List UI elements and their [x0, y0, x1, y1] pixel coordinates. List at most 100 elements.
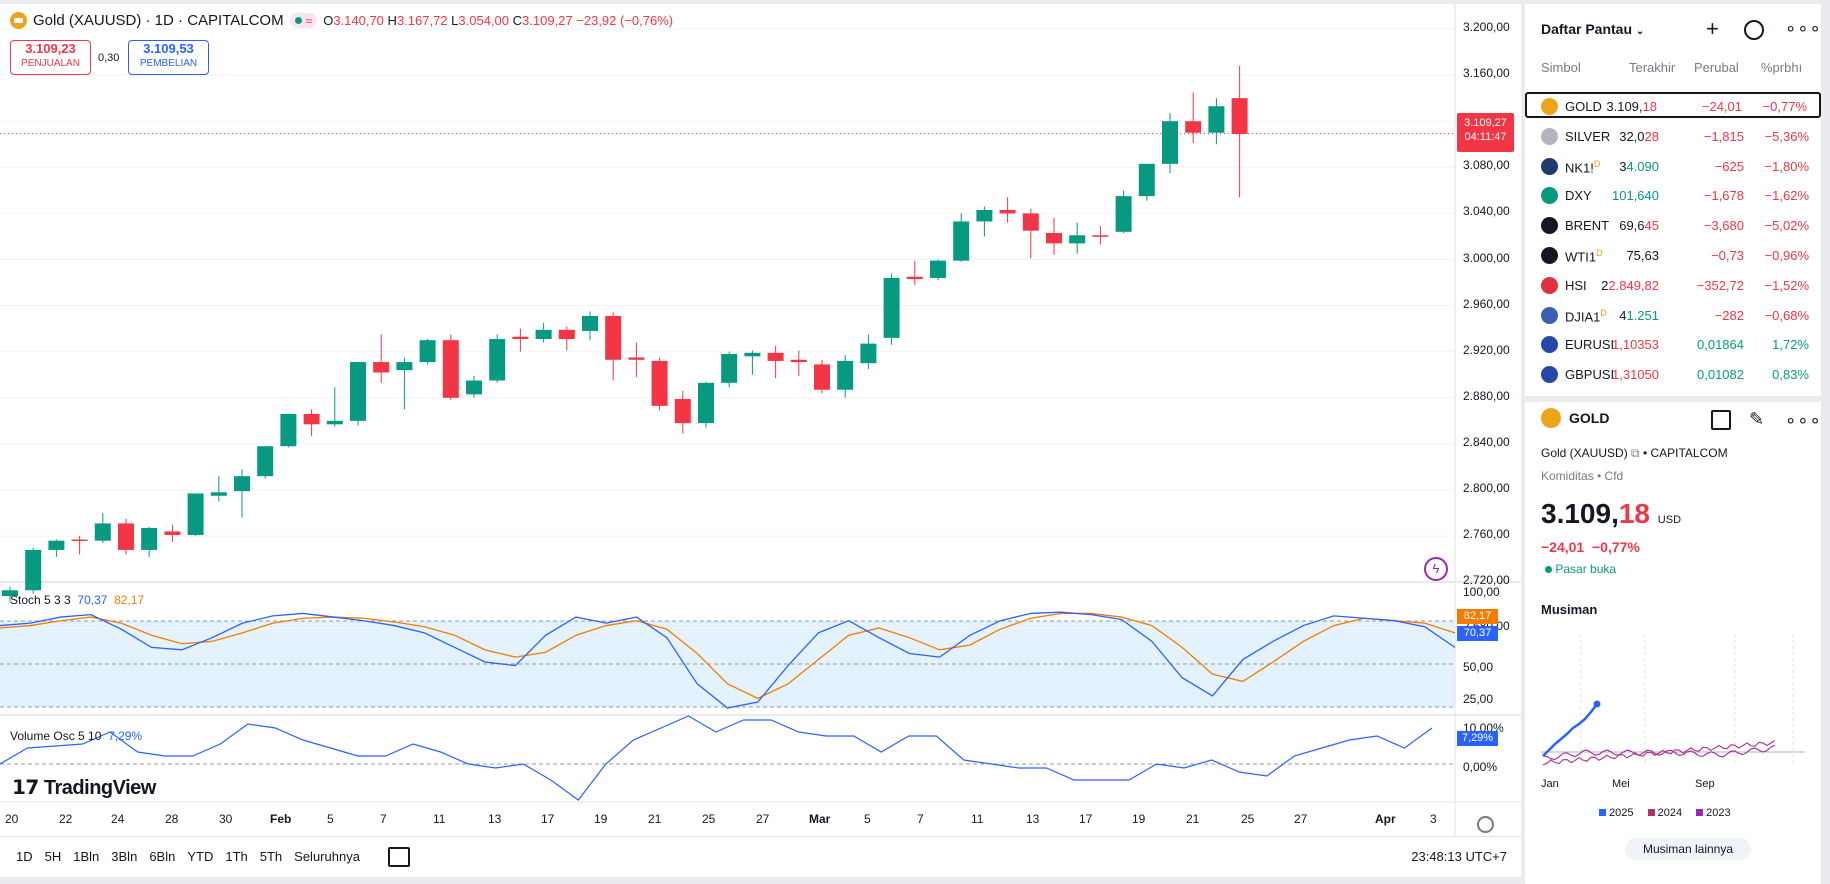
candle-down	[442, 340, 459, 398]
col-change-pct[interactable]: %prbhı	[1761, 60, 1803, 75]
utc-clock[interactable]: 23:48:13 UTC+7	[1411, 849, 1507, 864]
watchlist-title[interactable]: Daftar Pantau ⌄	[1541, 21, 1644, 37]
candle-down	[628, 357, 645, 360]
time-axis-label: 21	[1186, 812, 1200, 826]
time-axis-label: 13	[488, 812, 502, 826]
watchlist-row-wti1[interactable]: WTI1D 75,63 −0,73 −0,96%	[1525, 241, 1821, 270]
volosc-legend[interactable]: Volume Osc 5 10 7,29%	[10, 729, 142, 743]
detail-symbol[interactable]: GOLD	[1569, 410, 1610, 426]
legend-2023[interactable]: 2023	[1696, 807, 1731, 819]
watchlist-row-brent[interactable]: BRENT 69,645 −3,680 −5,02%	[1525, 211, 1821, 240]
open-label: O	[323, 13, 334, 28]
row-symbol-text: DJIA1	[1565, 308, 1601, 324]
watchlist-row-hsi[interactable]: HSI 22.849,82 −352,72 −1,52%	[1525, 271, 1821, 300]
time-axis-label: 27	[1294, 812, 1308, 826]
add-symbol-icon[interactable]: +	[1706, 16, 1719, 41]
price-axis-label: 3.000,00	[1463, 250, 1510, 265]
row-change-pct: −5,36%	[1764, 128, 1809, 144]
settings-gear-icon[interactable]	[1477, 816, 1494, 833]
price-axis-label: 2.720,00	[1463, 573, 1510, 588]
seasonal-chart[interactable]	[1525, 624, 1821, 774]
buy-button[interactable]: 3.109,53 PEMBELIAN	[128, 40, 209, 75]
price-fraction: 18	[1618, 498, 1651, 529]
legend-swatch	[1696, 809, 1704, 816]
external-link-icon[interactable]: ⧉	[1631, 446, 1640, 460]
candle-up	[94, 523, 111, 541]
watchlist-row-dxy[interactable]: DXY 101,640 −1,678 −1,62%	[1525, 181, 1821, 210]
sell-button[interactable]: 3.109,23 PENJUALAN	[10, 40, 91, 75]
legend-2024[interactable]: 2024	[1647, 807, 1682, 819]
timeframe-1bln[interactable]: 1Bln	[73, 849, 100, 864]
chart-canvas[interactable]	[0, 4, 1521, 836]
price-axis-label: 2.760,00	[1463, 527, 1510, 542]
edit-note-icon[interactable]: ✎	[1749, 409, 1765, 429]
chart-pane[interactable]: Gold (XAUUSD) · 1D · CAPITALCOM ≈ O3.140…	[0, 4, 1521, 836]
legend-swatch	[1599, 809, 1606, 816]
timeframe-seluruhnya[interactable]: Seluruhnya	[294, 849, 360, 864]
seasonal-x-jan: Jan	[1541, 778, 1559, 790]
row-symbol: NK1!D	[1565, 159, 1600, 175]
watchlist-row-gold[interactable]: GOLD 3.109,18 −24,01 −0,77%	[1525, 92, 1821, 118]
stoch-k-value: 70,37	[77, 593, 108, 607]
sell-price: 3.109,23	[25, 41, 76, 56]
chevron-down-icon: ⌄	[1635, 26, 1645, 37]
candle-up	[2, 590, 18, 597]
timeframe-3bln[interactable]: 3Bln	[111, 849, 138, 864]
lightning-icon[interactable]: ϟ	[1424, 557, 1448, 581]
timeframe-5h[interactable]: 5H	[44, 849, 62, 864]
more-seasonals-button[interactable]: Musiman lainnya	[1625, 838, 1751, 860]
candle-up	[1208, 106, 1225, 133]
tradingview-logo[interactable]: 𝟭𝟳 TradingView	[12, 775, 156, 800]
calendar-range-icon[interactable]	[388, 847, 410, 867]
symbol-title[interactable]: Gold (XAUUSD) · 1D · CAPITALCOM	[33, 12, 284, 29]
col-change[interactable]: Perubal	[1694, 60, 1739, 75]
col-last[interactable]: Terakhir	[1629, 60, 1676, 75]
watchlist-row-nk1![interactable]: NK1!D 34.090 −625 −1,80%	[1525, 152, 1821, 181]
oil-drop-icon	[1541, 247, 1558, 264]
stoch-axis-25: 25,00	[1463, 692, 1494, 706]
close-value: 3.109,27	[522, 13, 573, 28]
timeframe-ytd[interactable]: YTD	[187, 849, 214, 864]
watchlist-row-djia1[interactable]: DJIA1D 41.251 −282 −0,68%	[1525, 301, 1821, 330]
high-value: 3.167,72	[396, 13, 448, 28]
timeframe-6bln[interactable]: 6Bln	[149, 849, 176, 864]
grid-layout-icon[interactable]	[1711, 410, 1731, 430]
sell-label: PENJUALAN	[21, 58, 80, 69]
low-label: L	[451, 13, 459, 28]
more-options-icon[interactable]: ∘∘∘	[1785, 18, 1822, 38]
last-main: 4	[1619, 307, 1627, 323]
time-axis-label: 19	[594, 812, 608, 826]
time-axis-label: Feb	[270, 812, 292, 826]
stoch-legend[interactable]: Stoch 5 3 3 70,37 82,17	[10, 593, 144, 607]
more-options-icon[interactable]: ∘∘∘	[1785, 410, 1822, 430]
watchlist-row-eurusi[interactable]: EURUSI 1,10353 0,01864 1,72%	[1525, 330, 1821, 359]
candle-down	[814, 364, 830, 390]
seasonal-title[interactable]: Musiman	[1541, 602, 1598, 617]
brand-name: TradingView	[43, 777, 156, 799]
timeframe-1d[interactable]: 1D	[16, 849, 33, 864]
candle-up	[187, 493, 204, 535]
low-value: 3.054,00	[458, 13, 510, 28]
stoch-k-line	[0, 611, 1456, 709]
volosc-axis-0: 0,00%	[1463, 760, 1498, 774]
legend-2025[interactable]: 2025	[1599, 807, 1634, 819]
close-label: C	[512, 13, 523, 28]
col-symbol[interactable]: Simbol	[1541, 60, 1581, 75]
watchlist-row-silver[interactable]: SILVER 32,028 −1,815 −5,36%	[1525, 122, 1821, 151]
row-change-pct: −1,62%	[1764, 188, 1809, 204]
stoch-k-tag: 70,37	[1457, 626, 1498, 641]
watchlist-row-gbpusi[interactable]: GBPUSI 1,31050 0,01082 0,83%	[1525, 360, 1821, 389]
row-last: 1,10353	[1612, 337, 1659, 352]
market-status-pill[interactable]: ≈	[289, 13, 318, 28]
timeframe-5th[interactable]: 5Th	[259, 849, 283, 864]
candle-up	[489, 339, 506, 381]
row-change: −282	[1714, 307, 1744, 323]
panel-divider	[1525, 396, 1821, 402]
advanced-view-icon[interactable]	[1744, 20, 1764, 40]
seasonal-line-2025	[1542, 703, 1598, 757]
candle-down	[1022, 213, 1039, 231]
detail-name[interactable]: Gold (XAUUSD)	[1541, 446, 1628, 460]
price-axis-label: 3.080,00	[1463, 158, 1510, 173]
candle-down	[906, 276, 923, 280]
timeframe-1th[interactable]: 1Th	[225, 849, 248, 864]
